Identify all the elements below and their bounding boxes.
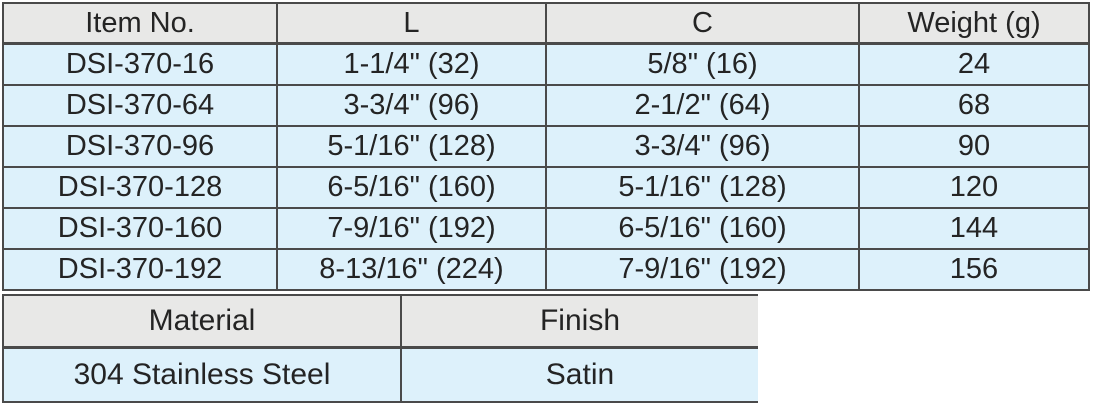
spec-col-header-l: L	[278, 4, 547, 45]
spec-cell-item-no: DSI-370-160	[4, 209, 278, 250]
spec-cell-l: 3-3/4" (96)	[278, 86, 547, 127]
spec-cell-c: 5-1/16" (128)	[547, 168, 860, 209]
spec-cell-item-no: DSI-370-192	[4, 250, 278, 291]
spec-table: Item No. L C Weight (g) DSI-370-16 1-1/4…	[2, 2, 1090, 291]
spec-cell-c: 5/8" (16)	[547, 45, 860, 86]
spec-cell-l: 5-1/16" (128)	[278, 127, 547, 168]
material-col-header: Material	[4, 296, 402, 349]
spec-cell-item-no: DSI-370-128	[4, 168, 278, 209]
spec-col-header-item-no: Item No.	[4, 4, 278, 45]
spec-cell-l: 7-9/16" (192)	[278, 209, 547, 250]
finish-col-header: Finish	[402, 296, 758, 349]
spec-cell-l: 8-13/16" (224)	[278, 250, 547, 291]
spec-cell-weight: 144	[860, 209, 1090, 250]
spec-cell-weight: 24	[860, 45, 1090, 86]
spec-cell-item-no: DSI-370-16	[4, 45, 278, 86]
spec-col-header-weight: Weight (g)	[860, 4, 1090, 45]
spec-cell-l: 1-1/4" (32)	[278, 45, 547, 86]
spec-cell-c: 6-5/16" (160)	[547, 209, 860, 250]
spec-col-header-c: C	[547, 4, 860, 45]
spec-cell-c: 2-1/2" (64)	[547, 86, 860, 127]
spec-cell-weight: 90	[860, 127, 1090, 168]
spec-cell-item-no: DSI-370-96	[4, 127, 278, 168]
spec-cell-item-no: DSI-370-64	[4, 86, 278, 127]
spec-cell-weight: 68	[860, 86, 1090, 127]
material-table: Material Finish 304 Stainless Steel Sati…	[2, 294, 758, 403]
material-value: 304 Stainless Steel	[4, 349, 402, 403]
spec-cell-weight: 120	[860, 168, 1090, 209]
spec-cell-l: 6-5/16" (160)	[278, 168, 547, 209]
spec-cell-weight: 156	[860, 250, 1090, 291]
spec-cell-c: 7-9/16" (192)	[547, 250, 860, 291]
finish-value: Satin	[402, 349, 758, 403]
spec-cell-c: 3-3/4" (96)	[547, 127, 860, 168]
